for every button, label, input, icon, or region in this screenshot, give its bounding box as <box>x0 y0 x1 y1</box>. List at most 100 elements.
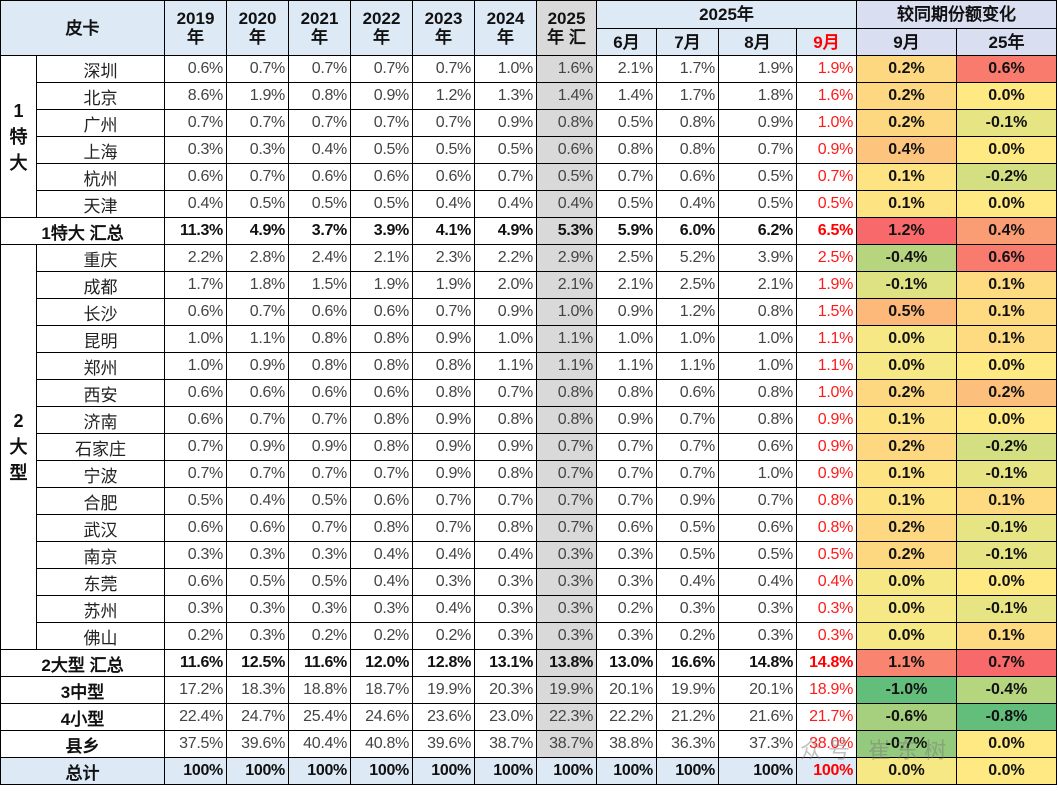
share-cell: 0.6% <box>656 379 719 407</box>
share-cell: 38.0% <box>795 730 858 758</box>
change-sep-cell: 1.1% <box>856 649 958 677</box>
share-cell: 1.8% <box>718 82 797 110</box>
share-cell: 0.8% <box>536 379 597 407</box>
share-cell: 0.7% <box>536 487 597 515</box>
share-cell: 1.5% <box>288 271 351 299</box>
share-cell: 1.7% <box>656 82 719 110</box>
change-25-cell: 0.0% <box>956 406 1058 434</box>
share-cell: 0.5% <box>288 568 351 596</box>
share-cell: 0.4% <box>288 136 351 164</box>
share-cell: 18.8% <box>288 676 351 704</box>
share-cell: 18.7% <box>350 676 413 704</box>
change-group-header: 较同期份额变化 <box>856 0 1058 29</box>
share-cell: 0.2% <box>596 595 657 623</box>
year-header-2022: 2022 年 <box>350 0 413 56</box>
table-row: 昆明 1.0% 1.1% 0.8% 0.8% 0.9% 1.0% 1.1% 1.0% 1.0% 1.… <box>1 325 1058 353</box>
corner-title: 皮卡 <box>0 0 165 56</box>
share-cell: 0.3% <box>474 568 537 596</box>
summary-label: 1特大 汇总 <box>0 217 165 245</box>
share-cell: 2.2% <box>474 244 537 272</box>
change-25-cell: 0.6% <box>956 55 1058 83</box>
share-cell: 0.7% <box>474 379 537 407</box>
tier-label: 县乡 <box>0 730 165 758</box>
share-cell: 100% <box>718 757 797 785</box>
share-cell: 0.8% <box>288 82 351 110</box>
change-25-cell: 0.4% <box>956 217 1058 245</box>
share-cell: 0.8% <box>718 379 797 407</box>
share-cell: 37.5% <box>164 730 227 758</box>
share-cell: 20.1% <box>718 676 797 704</box>
change-sep-cell: 0.5% <box>856 298 958 326</box>
share-cell: 0.3% <box>536 622 597 650</box>
change-sep-cell: 0.1% <box>856 406 958 434</box>
share-cell: 2.3% <box>412 244 475 272</box>
share-cell: 1.1% <box>226 325 289 353</box>
change-25-cell: -0.2% <box>956 433 1058 461</box>
total-label: 总计 <box>0 757 165 785</box>
change-sep-cell: 0.2% <box>856 541 958 569</box>
share-cell: 1.1% <box>795 325 858 353</box>
share-cell: 1.0% <box>474 55 537 83</box>
share-cell: 0.8% <box>412 379 475 407</box>
share-cell: 0.6% <box>536 136 597 164</box>
share-cell: 0.4% <box>350 568 413 596</box>
share-cell: 0.9% <box>596 298 657 326</box>
share-cell: 1.0% <box>718 352 797 380</box>
share-cell: 12.0% <box>350 649 413 677</box>
share-cell: 0.7% <box>226 163 289 191</box>
share-cell: 0.6% <box>350 487 413 515</box>
share-cell: 0.7% <box>718 487 797 515</box>
share-cell: 1.8% <box>226 271 289 299</box>
share-cell: 23.6% <box>412 703 475 731</box>
share-cell: 14.8% <box>795 649 858 677</box>
share-cell: 0.3% <box>226 622 289 650</box>
share-cell: 0.8% <box>795 487 858 515</box>
share-cell: 0.6% <box>164 379 227 407</box>
share-cell: 20.1% <box>596 676 657 704</box>
change-25-cell: 0.1% <box>956 487 1058 515</box>
share-cell: 1.0% <box>164 325 227 353</box>
table-header: 皮卡 2019 年 2020 年 2021 年 2022 年 2023 年 20… <box>0 0 1058 56</box>
change-sep-cell: 0.2% <box>856 379 958 407</box>
share-cell: 0.3% <box>536 568 597 596</box>
share-cell: 0.8% <box>474 514 537 542</box>
change-sep-cell: 0.0% <box>856 352 958 380</box>
share-cell: 0.3% <box>596 622 657 650</box>
change-sep-cell: 0.0% <box>856 595 958 623</box>
share-cell: 0.3% <box>226 595 289 623</box>
change-25-cell: 0.0% <box>956 82 1058 110</box>
table-row: 郑州 1.0% 0.9% 0.8% 0.8% 0.8% 1.1% 1.1% 1.1% 1.1% 1.… <box>1 352 1058 380</box>
share-cell: 1.9% <box>412 271 475 299</box>
share-cell: 1.9% <box>226 82 289 110</box>
share-cell: 0.6% <box>350 298 413 326</box>
share-cell: 1.7% <box>656 55 719 83</box>
share-cell: 1.1% <box>795 352 858 380</box>
share-cell: 0.7% <box>412 514 475 542</box>
share-cell: 0.5% <box>474 136 537 164</box>
city-name: 武汉 <box>36 514 165 542</box>
share-cell: 0.5% <box>596 109 657 137</box>
change-sep-cell: 0.1% <box>856 190 958 218</box>
share-cell: 1.1% <box>536 325 597 353</box>
city-name: 济南 <box>36 406 165 434</box>
share-cell: 1.9% <box>795 271 858 299</box>
year-header-2021: 2021 年 <box>288 0 351 56</box>
share-cell: 2.1% <box>350 244 413 272</box>
share-cell: 0.7% <box>656 433 719 461</box>
share-cell: 0.3% <box>164 541 227 569</box>
share-cell: 1.2% <box>412 82 475 110</box>
city-name: 西安 <box>36 379 165 407</box>
change-25-cell: 0.1% <box>956 298 1058 326</box>
share-cell: 0.7% <box>226 460 289 488</box>
city-name: 杭州 <box>36 163 165 191</box>
share-cell: 39.6% <box>412 730 475 758</box>
change-25-cell: 0.0% <box>956 136 1058 164</box>
share-cell: 13.0% <box>596 649 657 677</box>
share-cell: 0.8% <box>412 352 475 380</box>
share-cell: 0.9% <box>226 352 289 380</box>
change-25-cell: -0.1% <box>956 595 1058 623</box>
share-cell: 0.9% <box>795 460 858 488</box>
share-cell: 1.6% <box>795 82 858 110</box>
share-cell: 0.6% <box>350 379 413 407</box>
share-cell: 0.3% <box>596 568 657 596</box>
